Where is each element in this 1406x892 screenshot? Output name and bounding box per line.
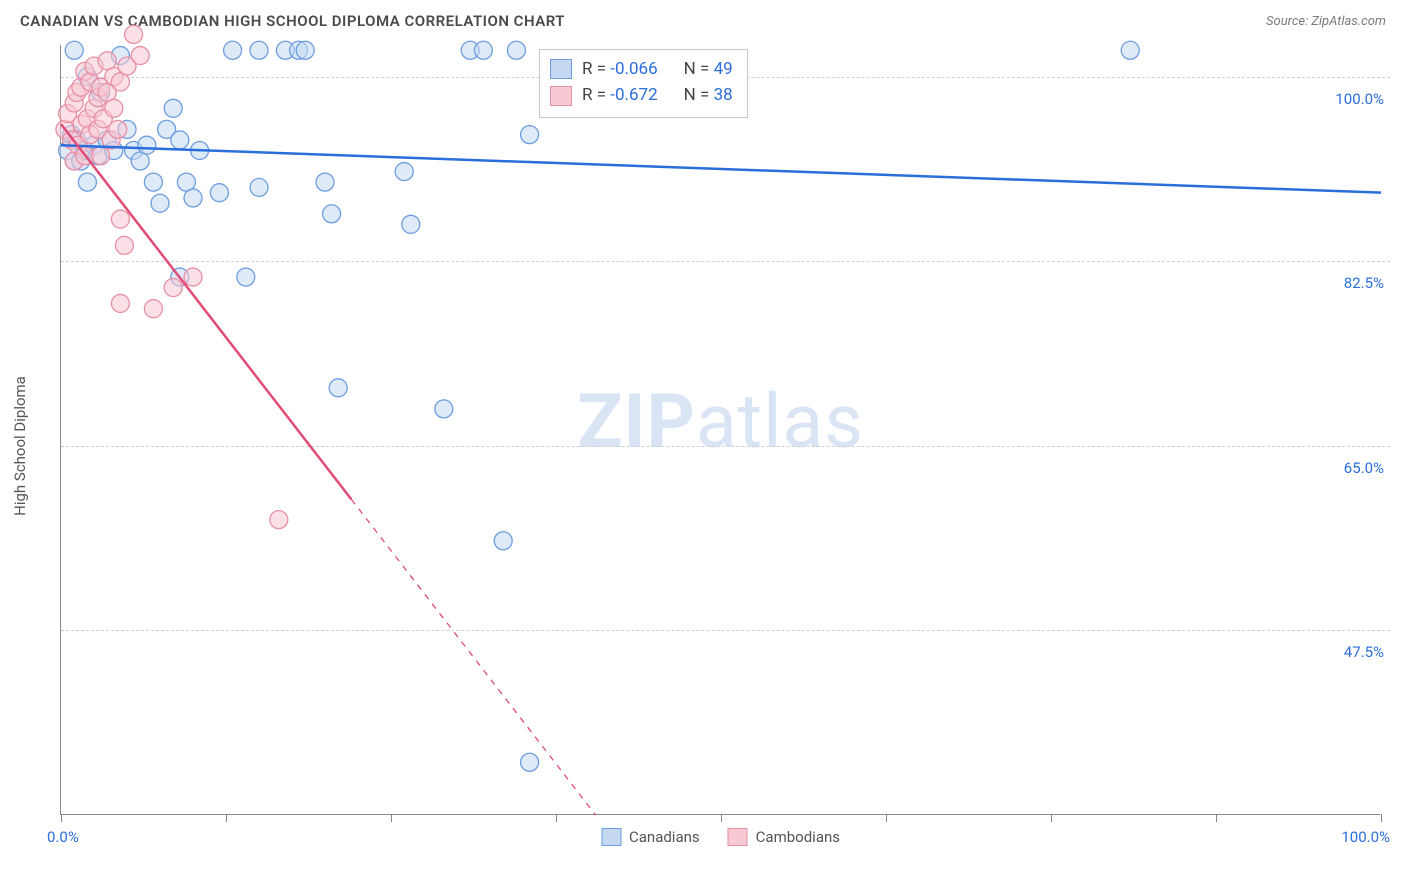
data-point (105, 99, 123, 117)
data-point (171, 131, 189, 149)
x-tick (1051, 814, 1052, 822)
stats-legend-box: R = -0.066 N = 49 R = -0.672 N = 38 (539, 49, 748, 118)
n-value: 38 (714, 85, 733, 105)
data-point (507, 41, 525, 59)
data-point (250, 178, 268, 196)
x-tick (721, 814, 722, 822)
data-point (210, 184, 228, 202)
chart-title: CANADIAN VS CAMBODIAN HIGH SCHOOL DIPLOM… (20, 12, 565, 30)
legend-swatch (728, 828, 748, 846)
legend-label: Canadians (629, 828, 700, 846)
data-point (329, 379, 347, 397)
n-value: 49 (714, 59, 733, 79)
data-point (270, 511, 288, 529)
data-point (111, 294, 129, 312)
data-point (144, 300, 162, 318)
series-legend: Canadians Cambodians (601, 828, 840, 846)
data-point (250, 41, 268, 59)
legend-swatch (601, 828, 621, 846)
data-point (115, 236, 133, 254)
plot-area: ZIPatlas 47.5%65.0%82.5%100.0% R = -0.06… (60, 45, 1380, 815)
legend-swatch (550, 86, 572, 106)
data-point (402, 215, 420, 233)
data-point (78, 173, 96, 191)
chart-source: Source: ZipAtlas.com (1266, 14, 1386, 29)
data-point (316, 173, 334, 191)
n-label: N = 38 (684, 82, 733, 108)
data-point (109, 120, 127, 138)
data-point (296, 41, 314, 59)
data-point (131, 47, 149, 65)
y-axis-title: High School Diploma (11, 376, 29, 516)
legend-item: Cambodians (728, 828, 840, 846)
data-point (521, 126, 539, 144)
data-point (224, 41, 242, 59)
scatter-plot-svg (61, 45, 1380, 814)
x-tick (556, 814, 557, 822)
data-point (494, 532, 512, 550)
data-point (395, 163, 413, 181)
data-point (65, 41, 83, 59)
n-label: N = 49 (684, 56, 733, 82)
r-value: -0.672 (610, 85, 657, 105)
data-point (184, 189, 202, 207)
data-point (323, 205, 341, 223)
legend-swatch (550, 59, 572, 79)
r-value: -0.066 (610, 59, 657, 79)
x-tick (1381, 814, 1382, 822)
x-tick (61, 814, 62, 822)
stats-legend-row: R = -0.672 N = 38 (550, 82, 733, 108)
data-point (92, 147, 110, 165)
r-label: R = -0.066 (582, 56, 658, 82)
r-label: R = -0.672 (582, 82, 658, 108)
x-tick (886, 814, 887, 822)
x-axis-max-label: 100.0% (1341, 828, 1390, 846)
data-point (164, 279, 182, 297)
data-point (521, 753, 539, 771)
data-point (151, 194, 169, 212)
trend-line (61, 124, 351, 499)
chart-header: CANADIAN VS CAMBODIAN HIGH SCHOOL DIPLOM… (0, 0, 1406, 42)
data-point (1121, 41, 1139, 59)
data-point (184, 268, 202, 286)
x-tick (391, 814, 392, 822)
data-point (144, 173, 162, 191)
legend-label: Cambodians (756, 828, 840, 846)
trend-line-extrapolated (351, 499, 595, 815)
data-point (125, 25, 143, 43)
legend-item: Canadians (601, 828, 700, 846)
data-point (435, 400, 453, 418)
x-axis-min-label: 0.0% (47, 828, 79, 846)
data-point (138, 136, 156, 154)
data-point (237, 268, 255, 286)
data-point (164, 99, 182, 117)
x-tick (1216, 814, 1217, 822)
stats-legend-row: R = -0.066 N = 49 (550, 56, 733, 82)
data-point (474, 41, 492, 59)
data-point (111, 210, 129, 228)
x-tick (226, 814, 227, 822)
